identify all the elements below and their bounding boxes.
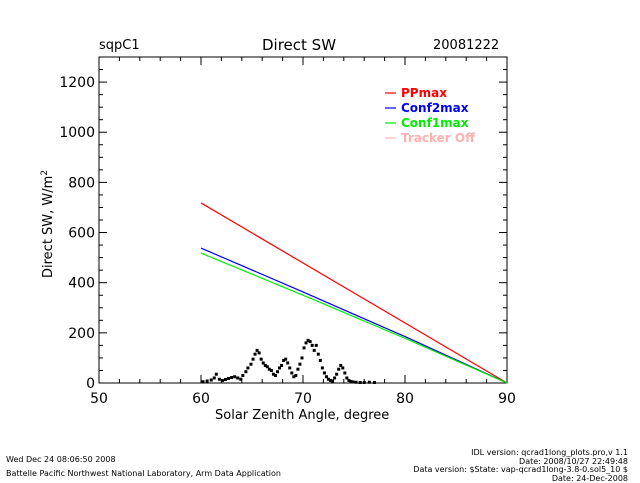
y-tick-label: 1200 xyxy=(59,75,95,91)
scatter-point xyxy=(359,381,362,384)
x-tick-label: 60 xyxy=(192,391,210,407)
scatter-point xyxy=(227,377,230,380)
footer-right: IDL version: qcrad1long_plots.pro,v 1.1 … xyxy=(413,449,628,483)
scatter-point xyxy=(286,361,289,364)
x-tick-labels: 50 60 70 80 90 xyxy=(90,391,516,407)
scatter-point xyxy=(249,363,252,366)
scatter-group xyxy=(202,339,376,384)
scatter-point xyxy=(309,340,312,343)
scatter-point xyxy=(239,378,242,381)
scatter-point xyxy=(270,369,273,372)
scatter-point xyxy=(296,368,299,371)
scatter-point xyxy=(236,376,239,379)
scatter-point xyxy=(341,366,344,369)
scatter-point xyxy=(224,378,227,381)
scatter-point xyxy=(315,344,318,347)
x-tick-label: 50 xyxy=(90,391,108,407)
scatter-point xyxy=(294,374,297,377)
scatter-point xyxy=(300,356,303,359)
y-tick-label: 200 xyxy=(68,326,95,342)
scatter-point xyxy=(313,349,316,352)
scatter-point xyxy=(258,351,261,354)
scatter-point xyxy=(246,366,249,369)
scatter-point xyxy=(260,358,263,361)
y-tick-label: 1000 xyxy=(59,125,95,141)
scatter-point xyxy=(311,344,314,347)
series-group xyxy=(201,203,507,383)
scatter-point xyxy=(218,378,221,381)
scatter-point xyxy=(230,376,233,379)
series-line-conf1max xyxy=(201,253,507,383)
scatter-point xyxy=(303,346,306,349)
scatter-point xyxy=(210,378,213,381)
footer-timestamp: Wed Dec 24 08:06:50 2008 xyxy=(6,455,281,464)
footer-left: Wed Dec 24 08:06:50 2008 Battelle Pacifi… xyxy=(6,455,281,478)
scatter-point xyxy=(355,381,358,384)
legend-label: Tracker Off xyxy=(401,131,475,145)
scatter-point xyxy=(335,373,338,376)
scatter-point xyxy=(254,353,257,356)
scatter-point xyxy=(331,379,334,382)
scatter-point xyxy=(317,353,320,356)
scatter-point xyxy=(274,374,277,377)
scatter-point xyxy=(213,376,216,379)
scatter-point xyxy=(221,379,224,382)
x-tick-label: 80 xyxy=(396,391,414,407)
y-tick-label: 400 xyxy=(68,276,95,292)
scatter-point xyxy=(288,366,291,369)
scatter-point xyxy=(276,370,279,373)
footer-data-date: Date: 24-Dec-2008 xyxy=(413,475,628,483)
x-axis-label: Solar Zenith Angle, degree xyxy=(215,408,389,423)
y-tick-label: 0 xyxy=(86,376,95,392)
scatter-point xyxy=(284,358,287,361)
legend-label: PPmax xyxy=(401,86,447,100)
scatter-point xyxy=(290,371,293,374)
scatter-point xyxy=(215,373,218,376)
legend-label: Conf2max xyxy=(401,101,469,115)
y-tick-labels: 0 200 400 600 800 1000 1200 xyxy=(59,75,95,392)
x-tick-label: 90 xyxy=(498,391,516,407)
y-axis-label-main: Direct SW, W/m xyxy=(41,176,56,278)
scatter-point xyxy=(280,364,283,367)
scatter-point xyxy=(244,370,247,373)
y-axis-label: Direct SW, W/m2 xyxy=(40,170,56,278)
footer-org: Battelle Pacific Northwest National Labo… xyxy=(6,469,281,478)
scatter-point xyxy=(206,379,209,382)
scatter-point xyxy=(202,380,205,383)
legend-label: Conf1max xyxy=(401,116,469,130)
scatter-point xyxy=(368,381,371,384)
scatter-point xyxy=(323,371,326,374)
scatter-point xyxy=(233,375,236,378)
scatter-point xyxy=(321,366,324,369)
scatter-point xyxy=(363,381,366,384)
y-tick-label: 800 xyxy=(68,175,95,191)
scatter-point xyxy=(373,381,376,384)
scatter-point xyxy=(298,363,301,366)
scatter-point xyxy=(343,371,346,374)
scatter-point xyxy=(333,376,336,379)
y-axis-label-sup: 2 xyxy=(40,170,50,176)
scatter-point xyxy=(252,358,255,361)
scatter-point xyxy=(337,368,340,371)
scatter-point xyxy=(319,359,322,362)
scatter-point xyxy=(241,374,244,377)
x-tick-label: 70 xyxy=(294,391,312,407)
scatter-point xyxy=(351,380,354,383)
y-tick-label: 600 xyxy=(68,226,95,242)
series-line-ppmax xyxy=(201,203,507,383)
